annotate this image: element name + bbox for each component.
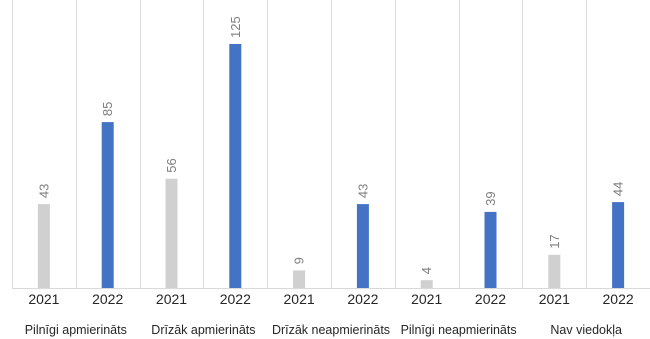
data-label: 17 <box>547 234 562 248</box>
bar-2021-2 <box>165 178 178 288</box>
category-label: Pilnīgi apmierināts <box>25 323 127 337</box>
grid-lines <box>12 0 650 289</box>
data-label: 85 <box>100 102 115 116</box>
category-label: Drīzāk apmierināts <box>151 323 255 337</box>
data-label: 4 <box>419 267 434 274</box>
data-label: 43 <box>36 184 51 198</box>
year-tick-label: 2022 <box>347 291 378 307</box>
bar-2021-4 <box>420 280 433 288</box>
data-labels: 43 85 56 125 9 43 4 39 17 44 <box>36 16 625 274</box>
bar-2022-2 <box>229 44 242 288</box>
year-tick-label: 2022 <box>92 291 123 307</box>
bar-2022-5 <box>612 202 625 288</box>
year-tick-labels: 2021 2022 2021 2022 2021 2022 2021 2022 2021 2022 <box>28 291 634 307</box>
year-tick-label: 2021 <box>156 291 187 307</box>
year-tick-label: 2022 <box>220 291 251 307</box>
bars <box>37 44 625 288</box>
category-labels: Pilnīgi apmierināts Drīzāk apmierināts Drī… <box>25 323 622 337</box>
category-label: Pilnīgi neapmierināts <box>401 323 517 337</box>
bar-2022-1 <box>101 122 114 288</box>
data-label: 44 <box>611 182 626 196</box>
year-tick-label: 2021 <box>539 291 570 307</box>
year-tick-label: 2021 <box>284 291 315 307</box>
bar-2021-1 <box>37 204 50 288</box>
category-label: Nav viedokļa <box>550 323 622 337</box>
year-tick-label: 2022 <box>475 291 506 307</box>
year-tick-label: 2021 <box>411 291 442 307</box>
bar-2021-5 <box>548 254 561 288</box>
category-label: Drīzāk neapmierināts <box>272 323 390 337</box>
data-label: 9 <box>292 257 307 264</box>
bar-2021-3 <box>293 270 306 288</box>
data-label: 39 <box>483 191 498 205</box>
data-label: 56 <box>164 158 179 172</box>
data-label: 43 <box>355 184 370 198</box>
data-label: 125 <box>228 16 243 38</box>
year-tick-label: 2022 <box>603 291 634 307</box>
year-tick-label: 2021 <box>28 291 59 307</box>
bar-2022-3 <box>356 204 369 288</box>
bar-2022-4 <box>484 211 497 288</box>
